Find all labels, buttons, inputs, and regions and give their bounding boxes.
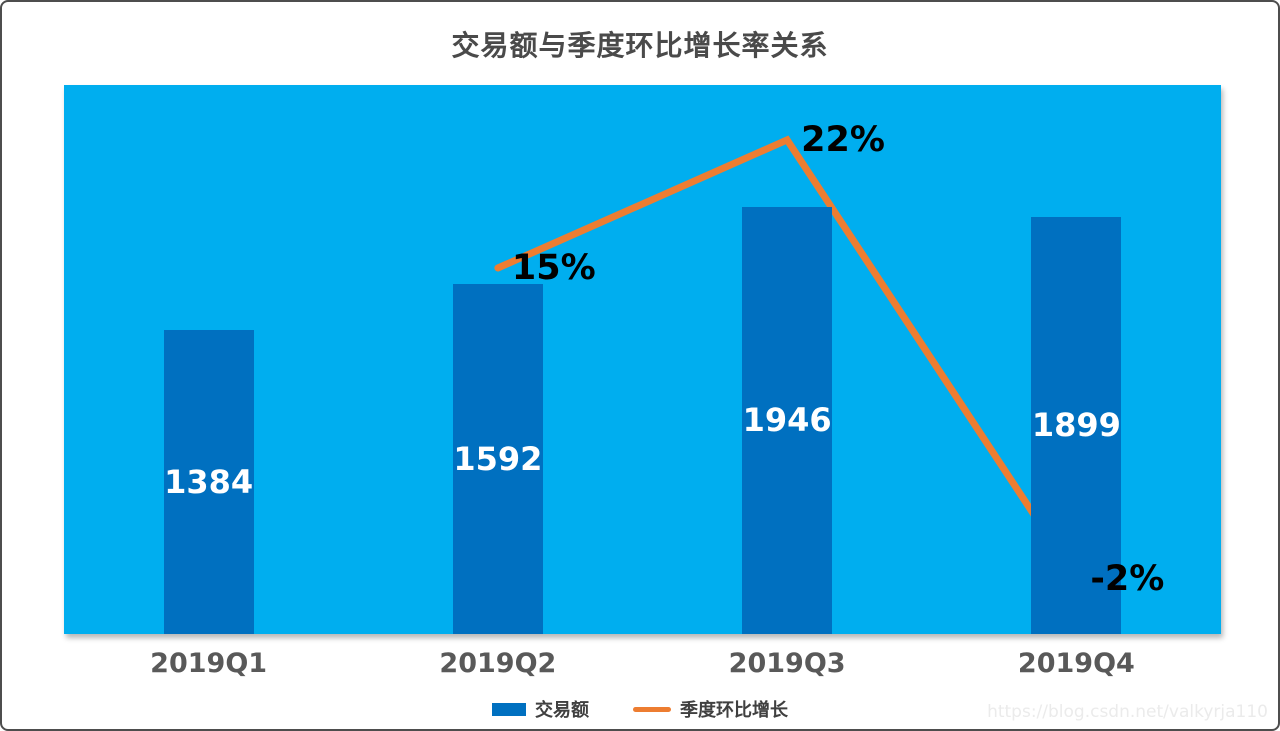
growth-line — [494, 135, 1080, 583]
legend-item-line: 季度环比增长 — [633, 696, 788, 722]
growth-line-svg — [494, 135, 1080, 583]
bar-swatch-icon — [492, 702, 526, 716]
x-axis-label: 2019Q2 — [439, 648, 557, 679]
growth-point-label: -2% — [1090, 559, 1165, 600]
legend-label-bar: 交易额 — [535, 700, 589, 721]
bar — [1031, 216, 1122, 634]
watermark: https://blog.csdn.net/valkyrja110 — [987, 702, 1268, 722]
bar — [742, 206, 833, 634]
growth-point-label: 22% — [801, 119, 885, 160]
line-swatch-icon — [633, 706, 671, 712]
growth-point-label: 15% — [511, 248, 596, 288]
x-axis-label: 2019Q1 — [150, 648, 268, 679]
bar-value-label: 1592 — [453, 440, 543, 479]
legend-item-bar: 交易额 — [492, 696, 589, 722]
legend-label-line: 季度环比增长 — [680, 700, 788, 721]
plot-area: 1384 1592 1946 1899 15% 22% -2% — [64, 85, 1221, 634]
bar — [452, 284, 543, 634]
x-axis-label: 2019Q3 — [728, 648, 846, 679]
legend: 交易额 季度环比增长 — [2, 696, 1278, 722]
x-axis: 2019Q1 2019Q2 2019Q3 2019Q4 — [64, 648, 1221, 682]
chart-title: 交易额与季度环比增长率关系 — [451, 29, 829, 62]
x-axis-label: 2019Q4 — [1017, 648, 1135, 679]
bar — [163, 330, 254, 634]
bar-value-label: 1384 — [164, 463, 254, 502]
bar-value-label: 1946 — [742, 401, 832, 440]
bar-value-label: 1899 — [1031, 406, 1121, 445]
